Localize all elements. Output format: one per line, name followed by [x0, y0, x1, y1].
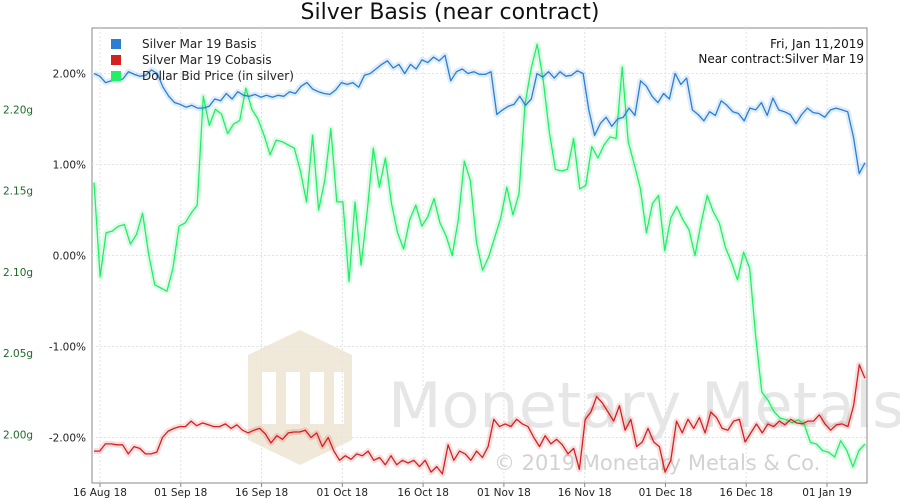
y-right-tick-label: -1.00%	[49, 342, 86, 354]
x-tick-label: 16 Aug 18	[73, 487, 127, 499]
info-date: Fri, Jan 11,2019	[770, 37, 864, 51]
y-left-tick-label: 2.00g	[3, 429, 33, 441]
legend-swatch-dollar	[111, 71, 121, 81]
chart-title: Silver Basis (near contract)	[301, 0, 600, 25]
y-right-tick-label: -2.00%	[49, 433, 86, 445]
y-left-tick-label: 2.20g	[3, 104, 33, 116]
y-right-tick-label: 1.00%	[53, 160, 86, 172]
y-left-tick-label: 2.05g	[3, 348, 33, 360]
y-right-tick-label: 2.00%	[53, 69, 86, 81]
legend-label-dollar: Dollar Bid Price (in silver)	[142, 69, 294, 83]
x-tick-label: 16 Dec 18	[719, 487, 773, 499]
x-tick-label: 01 Oct 18	[317, 487, 369, 499]
series-layer	[91, 41, 868, 477]
legend-label-cobasis: Silver Mar 19 Cobasis	[142, 53, 272, 67]
x-tick-label: 16 Sep 18	[235, 487, 288, 499]
copyright-text: © 2019 Monetary Metals & Co.	[494, 451, 820, 475]
y-left-tick-label: 2.15g	[3, 186, 33, 198]
watermark: Monetary Metals	[248, 330, 900, 465]
x-tick-label: 01 Nov 18	[477, 487, 531, 499]
axis-layer: 2.00% 1.00% 0.00% -1.00% -2.00% 2.20g 2.15g 2.1…	[3, 69, 852, 500]
info-contract: Near contract:Silver Mar 19	[698, 52, 864, 66]
grid-layer	[92, 28, 867, 483]
x-tick-label: 01 Sep 18	[154, 487, 207, 499]
legend-label-basis: Silver Mar 19 Basis	[142, 37, 256, 51]
legend-swatch-basis	[111, 39, 121, 49]
watermark-logo	[248, 330, 352, 465]
series-line-cobasis	[94, 364, 866, 475]
x-tick-label: 01 Jan 19	[802, 487, 852, 499]
watermark-text: Monetary Metals	[388, 369, 900, 442]
y-right-tick-label: 0.00%	[53, 251, 86, 263]
series-line-dollar	[93, 43, 866, 468]
series-line-basis	[93, 54, 866, 175]
legend-swatch-cobasis	[111, 55, 121, 65]
x-tick-label: 16 Nov 18	[558, 487, 612, 499]
x-tick-label: 01 Dec 18	[639, 487, 693, 499]
legend: Silver Mar 19 Basis Silver Mar 19 Cobasi…	[111, 37, 294, 83]
x-tick-label: 16 Oct 18	[397, 487, 449, 499]
y-left-tick-label: 2.10g	[3, 267, 33, 279]
